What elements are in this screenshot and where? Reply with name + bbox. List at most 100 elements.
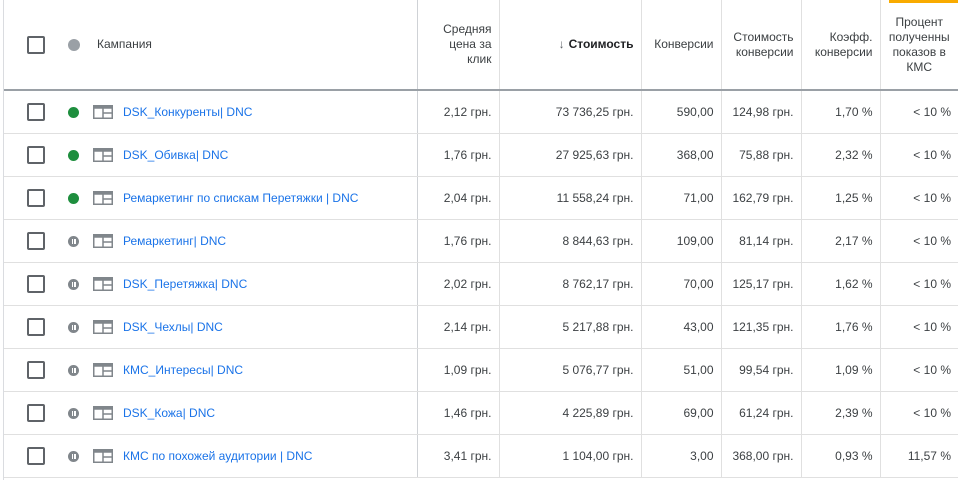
cost-per-conversion-cell: 61,24 грн.: [720, 391, 801, 435]
cost-cell: 5 076,77 грн.: [498, 348, 641, 392]
cpc-cell: 3,41 грн.: [417, 434, 499, 478]
conversions-cell: 69,00: [640, 391, 721, 435]
status-header[interactable]: [58, 0, 90, 91]
campaign-cell: Ремаркетинг по спискам Перетяжки | DNC: [90, 176, 418, 220]
status-enabled-icon[interactable]: [68, 106, 79, 118]
conversion-rate-cell: 1,70 %: [800, 90, 880, 134]
display-campaign-icon: [93, 320, 113, 334]
cost-per-conversion-cell: 368,00 грн.: [720, 434, 801, 478]
campaign-name-link[interactable]: DSK_Чехлы| DNC: [123, 320, 223, 334]
gdn-impression-share-cell: < 10 %: [879, 262, 958, 306]
cost-cell: 11 558,24 грн.: [498, 176, 641, 220]
status-paused-icon[interactable]: [68, 364, 79, 376]
display-campaign-icon: [93, 363, 113, 377]
status-filter-icon[interactable]: [68, 38, 80, 51]
campaign-name-link[interactable]: DSK_Кожа| DNC: [123, 406, 216, 420]
table-row: Ремаркетинг| DNC 1,76 грн. 8 844,63 грн. 10…: [4, 219, 958, 263]
row-status-cell: [58, 133, 90, 177]
campaign-name-link[interactable]: КМС_Интересы| DNC: [123, 363, 244, 377]
display-campaign-icon: [93, 191, 113, 205]
row-checkbox[interactable]: [27, 103, 45, 121]
gdn-impression-share-cell: < 10 %: [879, 133, 958, 177]
conversions-cell: 43,00: [640, 305, 721, 349]
row-checkbox[interactable]: [27, 232, 45, 250]
status-enabled-icon[interactable]: [68, 149, 79, 161]
conversions-cell: 109,00: [640, 219, 721, 263]
campaign-name-link[interactable]: DSK_Обивка| DNC: [123, 148, 229, 162]
gdn-impression-share-cell: < 10 %: [879, 90, 958, 134]
conversions-cell: 590,00: [640, 90, 721, 134]
table-left-border: [3, 0, 4, 480]
table-header-row: Кампания Средняя цена за клик ↓ Стоимость…: [4, 0, 958, 91]
campaign-name-link[interactable]: Ремаркетинг| DNC: [123, 234, 227, 248]
conversions-cell: 368,00: [640, 133, 721, 177]
campaign-cell: Ремаркетинг| DNC: [90, 219, 418, 263]
column-header-cost-per-conversion[interactable]: Стоимость конверсии: [720, 0, 801, 91]
campaign-name-link[interactable]: КМС по похожей аудитории | DNC: [123, 449, 313, 463]
row-checkbox[interactable]: [27, 275, 45, 293]
gdn-impression-share-cell: < 10 %: [879, 391, 958, 435]
table-row: DSK_Конкуренты| DNC 2,12 грн. 73 736,25 гр…: [4, 90, 958, 134]
select-all-checkbox[interactable]: [27, 35, 45, 54]
column-header-conversions[interactable]: Конверсии: [640, 0, 721, 91]
gdn-impression-share-cell: < 10 %: [879, 348, 958, 392]
column-header-gdn-impression-share[interactable]: Процент полученны показов в КМС: [879, 0, 958, 91]
table-row: DSK_Кожа| DNC 1,46 грн. 4 225,89 грн. 69,00…: [4, 391, 958, 435]
row-checkbox[interactable]: [27, 447, 45, 465]
row-select-cell: [4, 391, 58, 435]
conversions-cell: 51,00: [640, 348, 721, 392]
status-paused-icon[interactable]: [68, 407, 79, 419]
status-paused-icon[interactable]: [68, 450, 79, 462]
status-paused-icon[interactable]: [68, 278, 79, 290]
status-paused-icon[interactable]: [68, 235, 79, 247]
row-checkbox[interactable]: [27, 146, 45, 164]
column-header-cost[interactable]: ↓ Стоимость: [498, 0, 641, 91]
cpc-cell: 2,14 грн.: [417, 305, 499, 349]
cost-cell: 8 762,17 грн.: [498, 262, 641, 306]
row-checkbox[interactable]: [27, 318, 45, 336]
row-select-cell: [4, 176, 58, 220]
cost-per-conversion-cell: 124,98 грн.: [720, 90, 801, 134]
table-row: КМС по похожей аудитории | DNC 3,41 грн. 1…: [4, 434, 958, 478]
cpc-cell: 1,76 грн.: [417, 133, 499, 177]
cost-cell: 8 844,63 грн.: [498, 219, 641, 263]
conversions-cell: 3,00: [640, 434, 721, 478]
row-checkbox[interactable]: [27, 361, 45, 379]
campaign-cell: DSK_Перетяжка| DNC: [90, 262, 418, 306]
row-select-cell: [4, 133, 58, 177]
gdn-impression-share-cell: 11,57 %: [879, 434, 958, 478]
table-row: DSK_Чехлы| DNC 2,14 грн. 5 217,88 грн. 43,0…: [4, 305, 958, 349]
cpc-cell: 2,04 грн.: [417, 176, 499, 220]
cpc-cell: 2,02 грн.: [417, 262, 499, 306]
campaign-cell: DSK_Кожа| DNC: [90, 391, 418, 435]
row-status-cell: [58, 434, 90, 478]
status-enabled-icon[interactable]: [68, 192, 79, 204]
column-header-campaign[interactable]: Кампания: [90, 0, 418, 91]
cost-cell: 27 925,63 грн.: [498, 133, 641, 177]
row-select-cell: [4, 348, 58, 392]
row-select-cell: [4, 90, 58, 134]
campaign-name-link[interactable]: DSK_Конкуренты| DNC: [123, 105, 253, 119]
display-campaign-icon: [93, 148, 113, 162]
conversion-rate-cell: 2,17 %: [800, 219, 880, 263]
campaign-name-link[interactable]: Ремаркетинг по спискам Перетяжки | DNC: [123, 191, 359, 205]
column-header-conversion-rate[interactable]: Коэфф. конверсии: [800, 0, 880, 91]
gdn-impression-share-cell: < 10 %: [879, 219, 958, 263]
conversion-rate-cell: 1,25 %: [800, 176, 880, 220]
campaign-cell: КМС_Интересы| DNC: [90, 348, 418, 392]
conversion-rate-cell: 1,62 %: [800, 262, 880, 306]
cost-per-conversion-cell: 162,79 грн.: [720, 176, 801, 220]
gdn-impression-share-cell: < 10 %: [879, 305, 958, 349]
conversion-rate-cell: 1,09 %: [800, 348, 880, 392]
status-paused-icon[interactable]: [68, 321, 79, 333]
cost-cell: 5 217,88 грн.: [498, 305, 641, 349]
row-checkbox[interactable]: [27, 189, 45, 207]
select-all-cell: [4, 0, 58, 91]
column-header-cpc[interactable]: Средняя цена за клик: [417, 0, 499, 91]
row-checkbox[interactable]: [27, 404, 45, 422]
campaign-name-link[interactable]: DSK_Перетяжка| DNC: [123, 277, 248, 291]
row-select-cell: [4, 262, 58, 306]
conversion-rate-cell: 2,32 %: [800, 133, 880, 177]
arrow-down-icon[interactable]: ↓: [558, 37, 565, 51]
cost-cell: 4 225,89 грн.: [498, 391, 641, 435]
